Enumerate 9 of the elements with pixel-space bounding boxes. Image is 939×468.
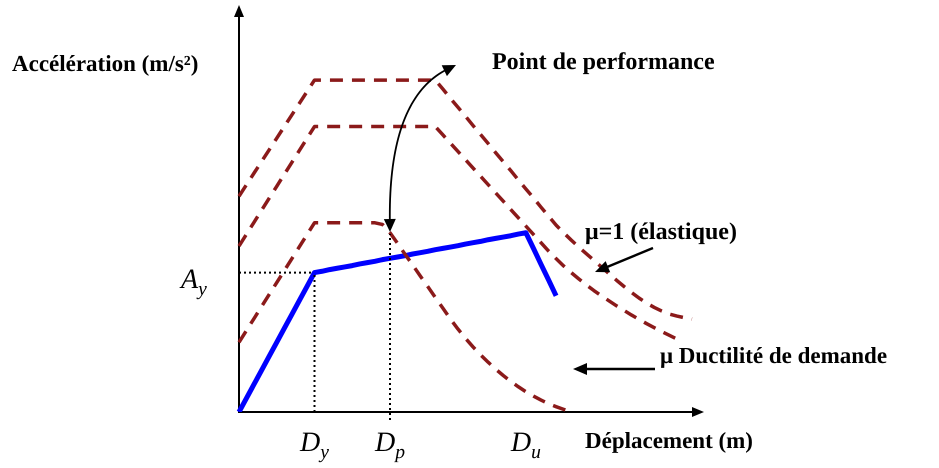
x-tick-label: D$_{u}$: [510, 427, 541, 463]
annotation: μ=1 (élastique): [585, 219, 737, 245]
text: A$_{y}$: [181, 264, 207, 300]
x-tick-label: D$_{p}$: [374, 427, 406, 463]
x-axis-title: Déplacement (m): [585, 428, 753, 453]
text: Point de performance: [492, 49, 715, 75]
annotation: μ Ductilité de demande: [660, 343, 888, 368]
x-tick-label: D$_{y}$: [300, 427, 329, 463]
y-axis-title: Accélération (m/s²): [12, 51, 198, 76]
